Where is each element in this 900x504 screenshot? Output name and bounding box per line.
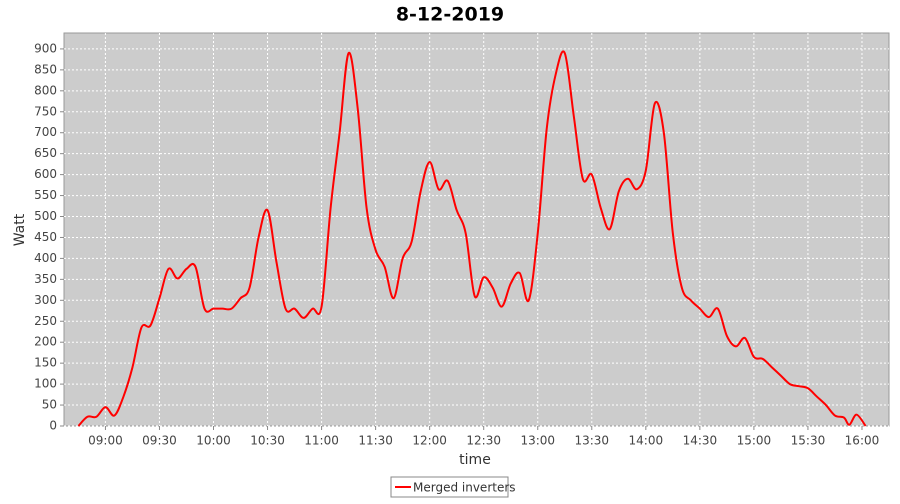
y-tick-label: 50 xyxy=(42,398,57,412)
y-tick-label: 800 xyxy=(34,83,57,97)
x-tick-label: 10:30 xyxy=(250,434,285,448)
x-tick-label: 11:30 xyxy=(358,434,393,448)
y-tick-label: 400 xyxy=(34,251,57,265)
x-tick-label: 13:30 xyxy=(574,434,609,448)
y-axis-label: Watt xyxy=(12,213,28,246)
legend: Merged inverters xyxy=(390,476,516,498)
plot-area xyxy=(63,32,890,427)
x-tick-label: 14:00 xyxy=(629,434,664,448)
y-tick-label: 350 xyxy=(34,272,57,286)
y-tick-label: 300 xyxy=(34,293,57,307)
y-tick-label: 650 xyxy=(34,146,57,160)
line-series xyxy=(77,50,867,427)
x-tick-label: 09:30 xyxy=(142,434,177,448)
x-tick-label: 14:30 xyxy=(683,434,718,448)
y-tick-label: 250 xyxy=(34,314,57,328)
y-tick-label: 450 xyxy=(34,230,57,244)
y-tick-label: 550 xyxy=(34,188,57,202)
y-tick-label: 100 xyxy=(34,377,57,391)
y-tick-label: 700 xyxy=(34,125,57,139)
x-tick-label: 10:00 xyxy=(196,434,231,448)
x-tick-label: 09:00 xyxy=(88,434,123,448)
x-tick-label: 15:00 xyxy=(737,434,772,448)
y-tick-label: 200 xyxy=(34,335,57,349)
legend-label: Merged inverters xyxy=(413,481,516,495)
chart-title: 8-12-2019 xyxy=(396,4,504,26)
legend-box xyxy=(390,476,509,498)
y-tick-label: 750 xyxy=(34,104,57,118)
y-tick-label: 0 xyxy=(49,419,57,433)
x-tick-label: 16:00 xyxy=(845,434,880,448)
x-tick-label: 13:00 xyxy=(520,434,555,448)
x-tick-label: 11:00 xyxy=(304,434,339,448)
y-tick-label: 600 xyxy=(34,167,57,181)
x-tick-label: 15:30 xyxy=(791,434,826,448)
x-tick-label: 12:30 xyxy=(466,434,501,448)
y-tick-label: 500 xyxy=(34,209,57,223)
y-tick-label: 150 xyxy=(34,356,57,370)
y-tick-label: 900 xyxy=(34,41,57,55)
y-tick-label: 850 xyxy=(34,62,57,76)
x-axis-label: time xyxy=(459,452,491,468)
x-tick-label: 12:00 xyxy=(412,434,447,448)
